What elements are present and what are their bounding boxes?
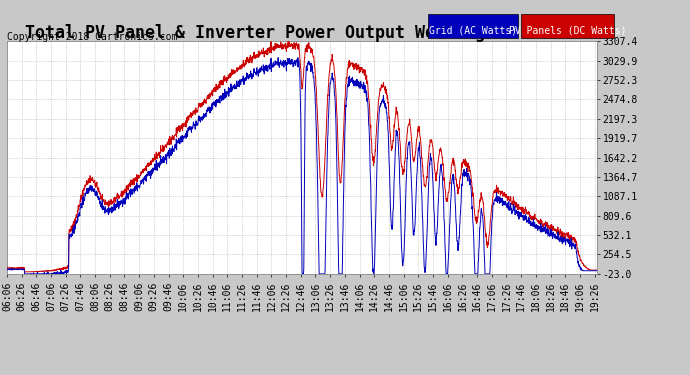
Text: Grid (AC Watts): Grid (AC Watts)	[428, 26, 517, 36]
Text: Copyright 2018 Cartronics.com: Copyright 2018 Cartronics.com	[7, 32, 177, 42]
Text: Total PV Panel & Inverter Power Output Wed Aug 22 19:42: Total PV Panel & Inverter Power Output W…	[25, 24, 575, 42]
Text: PV Panels (DC Watts): PV Panels (DC Watts)	[509, 26, 627, 36]
